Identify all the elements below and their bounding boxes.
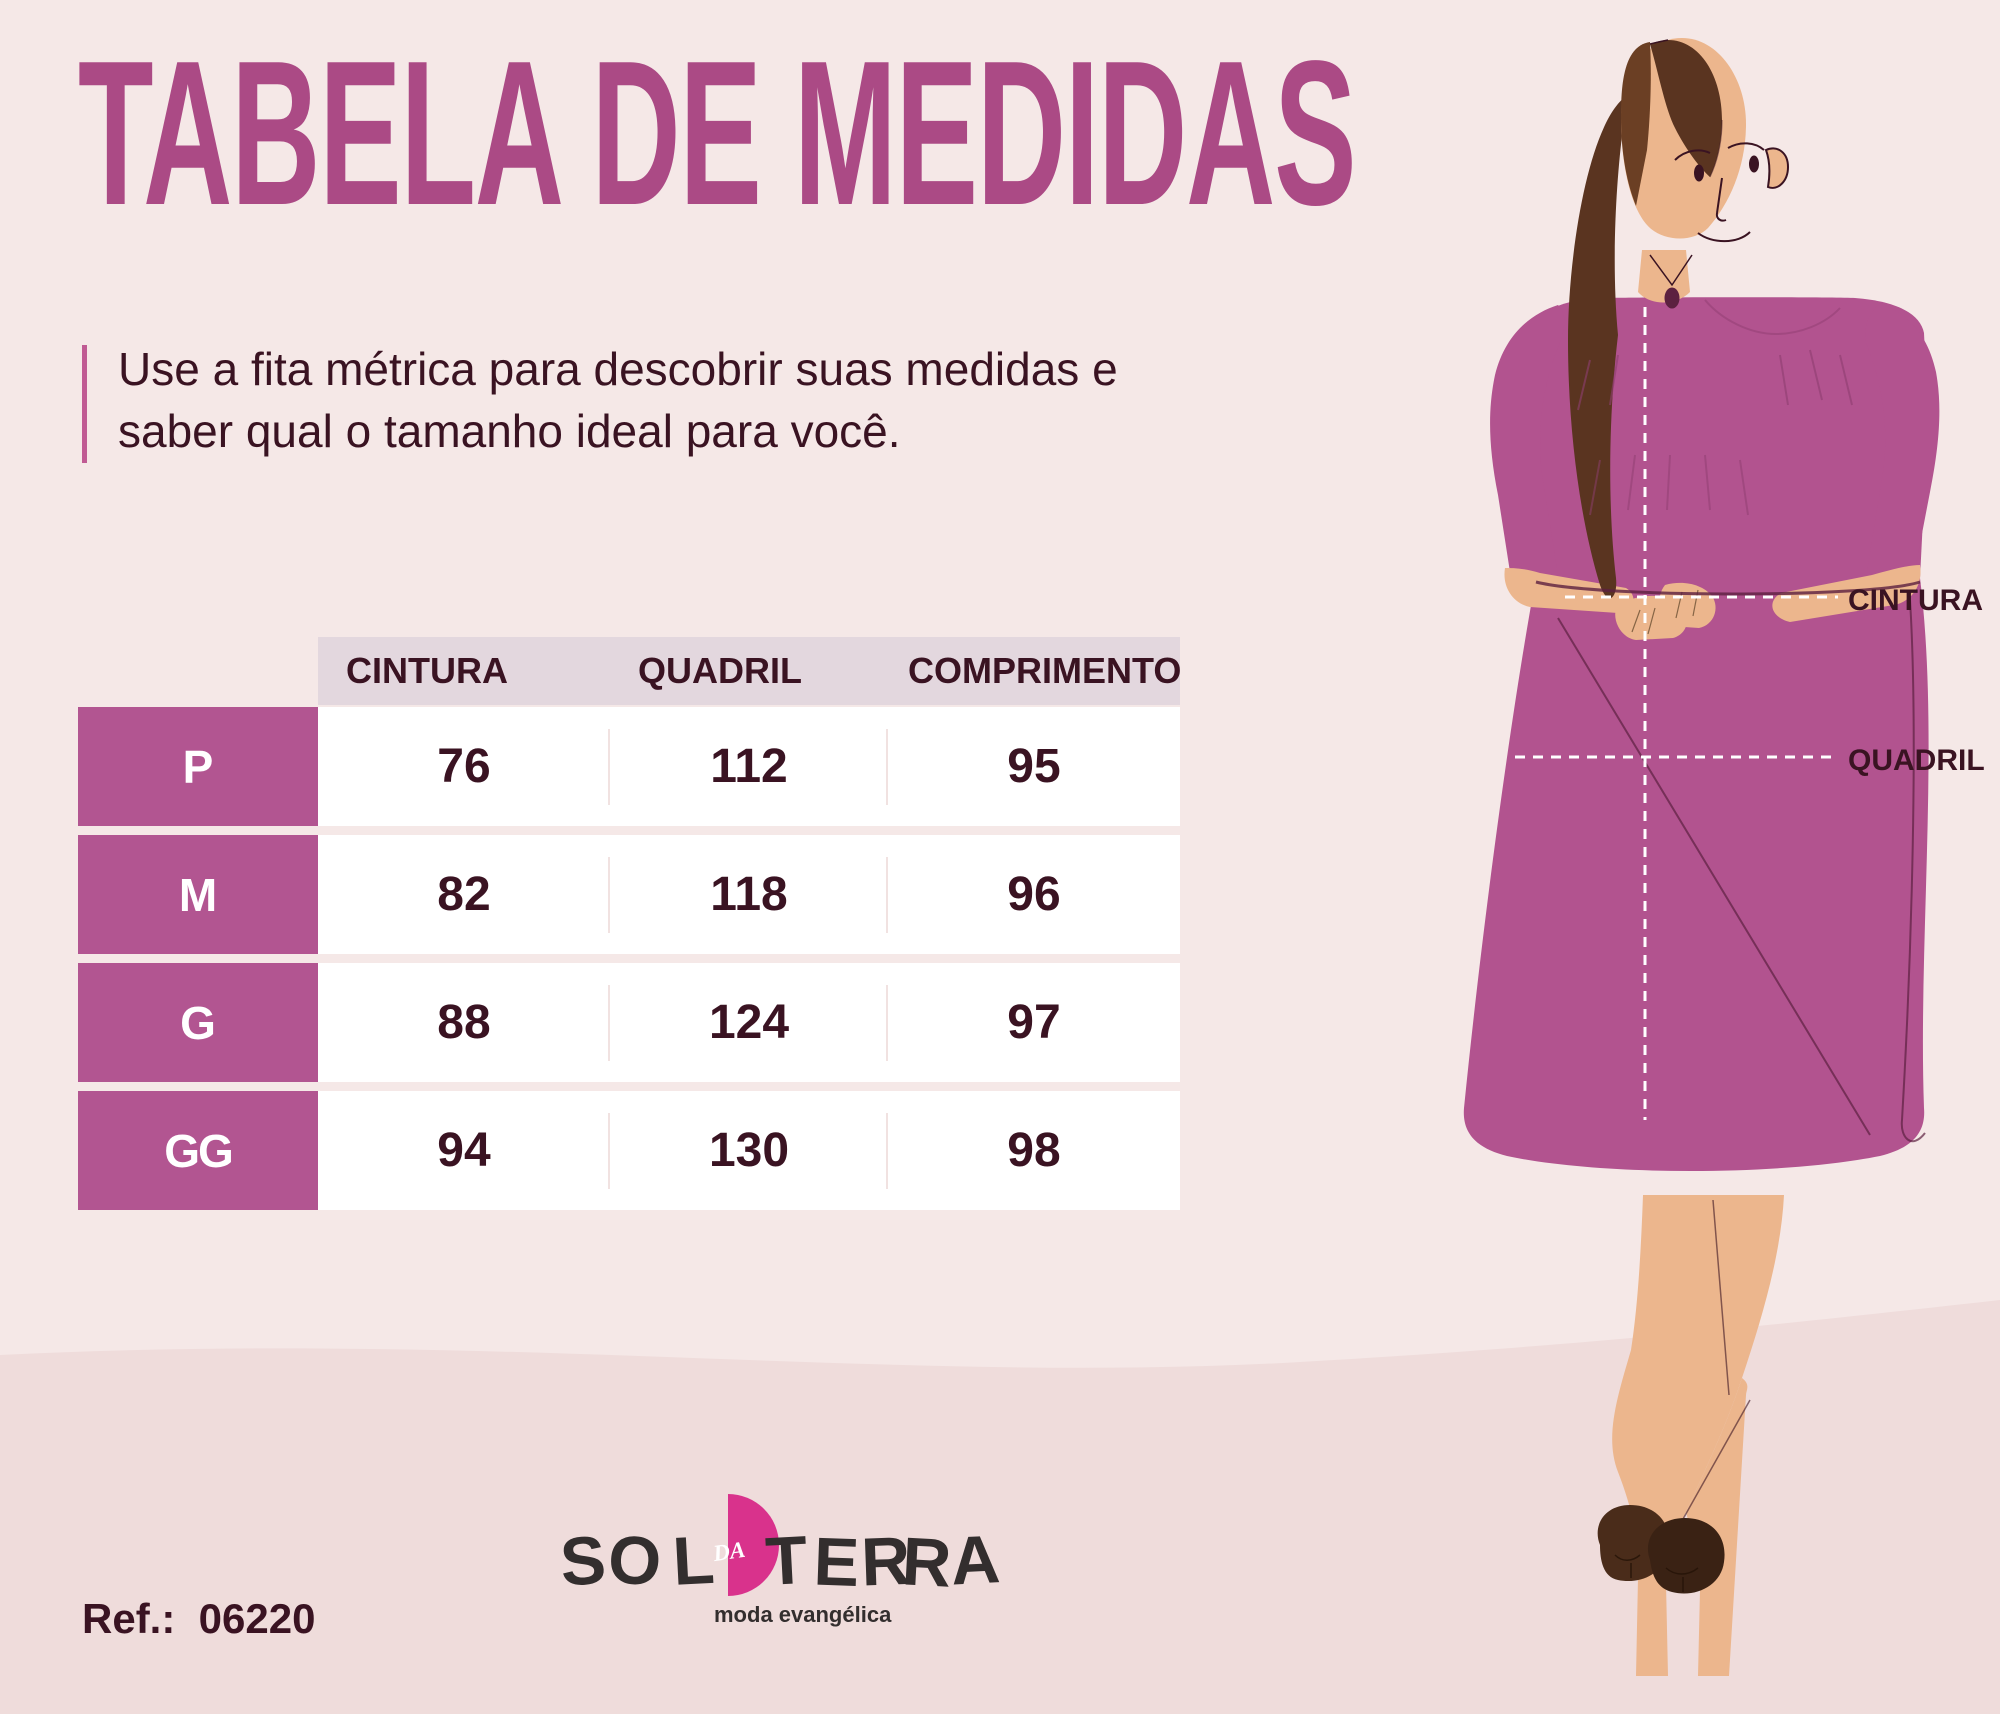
svg-text:S: S	[558, 1522, 609, 1601]
svg-text:A: A	[949, 1521, 1002, 1599]
svg-text:DA: DA	[711, 1537, 747, 1566]
svg-text:CINTURA: CINTURA	[1848, 584, 1983, 617]
svg-text:L: L	[671, 1522, 716, 1600]
svg-text:T: T	[764, 1522, 809, 1600]
svg-text:moda evangélica: moda evangélica	[714, 1602, 892, 1627]
svg-text:E: E	[812, 1524, 860, 1602]
svg-text:O: O	[606, 1521, 663, 1600]
svg-text:R: R	[900, 1523, 953, 1601]
svg-text:QUADRIL: QUADRIL	[1848, 744, 1985, 777]
